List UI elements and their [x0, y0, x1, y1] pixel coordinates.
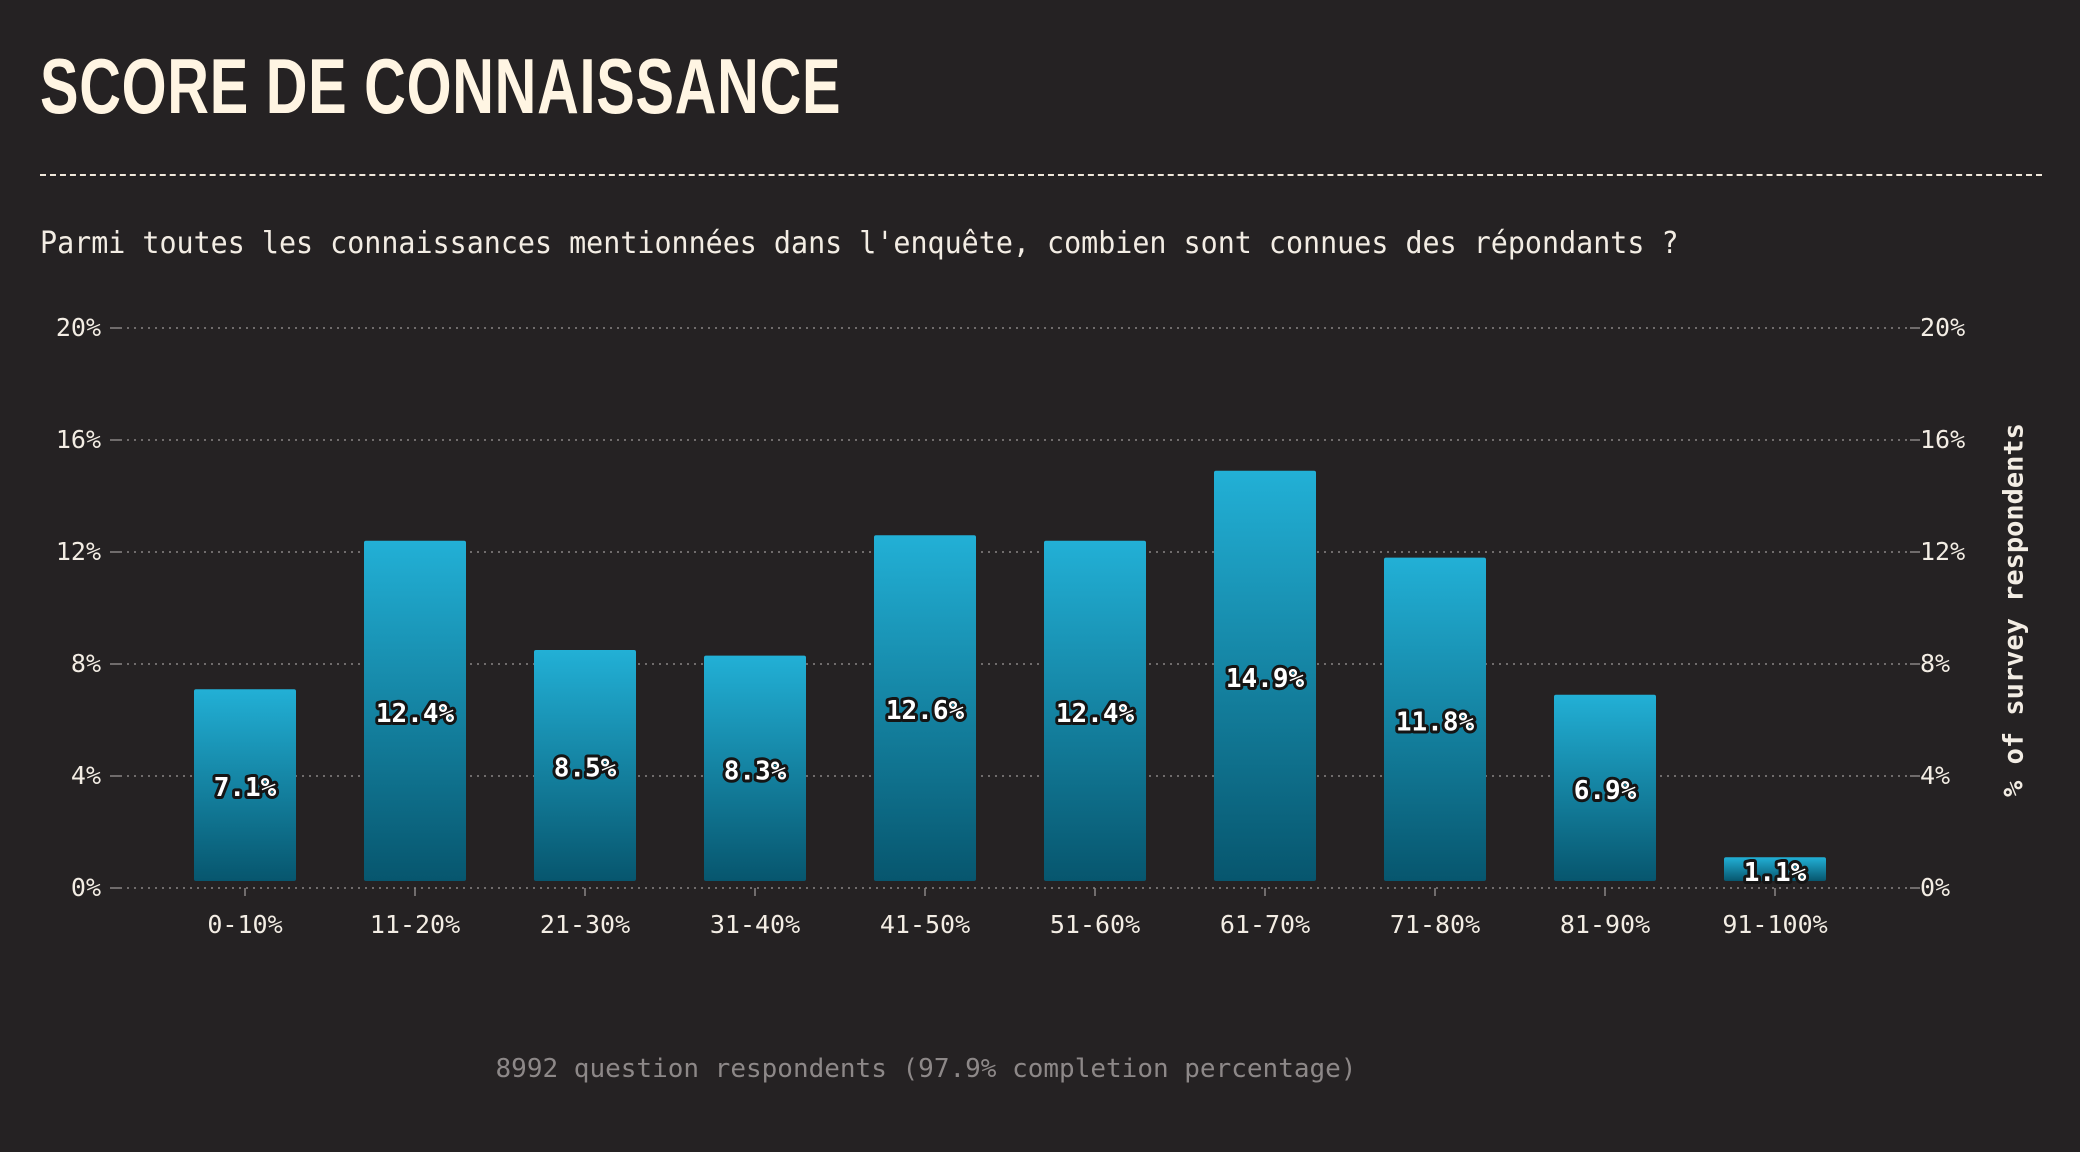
- bar: [874, 535, 976, 881]
- data-label: 7.1%: [214, 773, 277, 803]
- bar: [534, 650, 636, 881]
- y-tick-label-right: 8%: [1920, 649, 1950, 678]
- data-label: 1.1%: [1744, 858, 1807, 888]
- data-label: 12.4%: [376, 699, 455, 729]
- x-tick-label: 21-30%: [540, 910, 630, 939]
- data-label: 6.9%: [1574, 776, 1637, 806]
- y-tick-label-left: 20%: [56, 313, 101, 342]
- data-label: 8.5%: [554, 754, 617, 784]
- data-label: 8.3%: [724, 756, 787, 786]
- x-tick-label: 71-80%: [1390, 910, 1480, 939]
- bars: [194, 470, 1826, 881]
- data-label: 14.9%: [1226, 664, 1305, 694]
- y-tick-label-left: 8%: [71, 649, 101, 678]
- bar: [364, 540, 466, 881]
- bar: [1044, 540, 1146, 881]
- bar: [1724, 857, 1826, 881]
- y-tick-label-left: 16%: [56, 425, 101, 454]
- x-tick-label: 81-90%: [1560, 910, 1650, 939]
- axes: 0% 0% 4% 4% 8% 8% 12% 12% 16% 16% 20% 20% 0-10% 11-20…: [56, 313, 1965, 939]
- x-tick-label: 11-20%: [370, 910, 460, 939]
- y-tick-label-right: 0%: [1920, 873, 1950, 902]
- x-tick-label: 51-60%: [1050, 910, 1140, 939]
- footer-note: 8992 question respondents (97.9% complet…: [495, 1054, 1357, 1084]
- bar: [194, 689, 296, 881]
- y-tick-label-left: 4%: [71, 761, 101, 790]
- data-labels: 7.1% 12.4% 8.5% 8.3% 12.6% 12.4% 14.9% 11.8% 6.9…: [211, 661, 1810, 891]
- bar: [1214, 470, 1316, 881]
- bar: [704, 655, 806, 881]
- data-label: 12.4%: [1056, 699, 1135, 729]
- x-tick-label: 91-100%: [1722, 910, 1827, 939]
- chart-title: SCORE DE CONNAISSANCE: [40, 42, 842, 130]
- y-tick-label-right: 20%: [1920, 313, 1965, 342]
- x-tick-label: 0-10%: [207, 910, 282, 939]
- y-tick-label-right: 12%: [1920, 537, 1965, 566]
- x-tick-label: 61-70%: [1220, 910, 1310, 939]
- y-axis-label-right: % of survey respondents: [1999, 423, 2030, 797]
- x-tick-label: 41-50%: [880, 910, 970, 939]
- data-label: 12.6%: [886, 696, 965, 726]
- bar: [1384, 557, 1486, 881]
- bar: [1554, 694, 1656, 881]
- y-tick-label-left: 12%: [56, 537, 101, 566]
- y-tick-label-right: 4%: [1920, 761, 1950, 790]
- chart-subtitle: Parmi toutes les connaissances mentionné…: [40, 226, 1679, 261]
- data-label: 11.8%: [1396, 707, 1475, 737]
- y-tick-label-right: 16%: [1920, 425, 1965, 454]
- x-tick-label: 31-40%: [710, 910, 800, 939]
- title-divider: [40, 174, 2042, 176]
- y-tick-label-left: 0%: [71, 873, 101, 902]
